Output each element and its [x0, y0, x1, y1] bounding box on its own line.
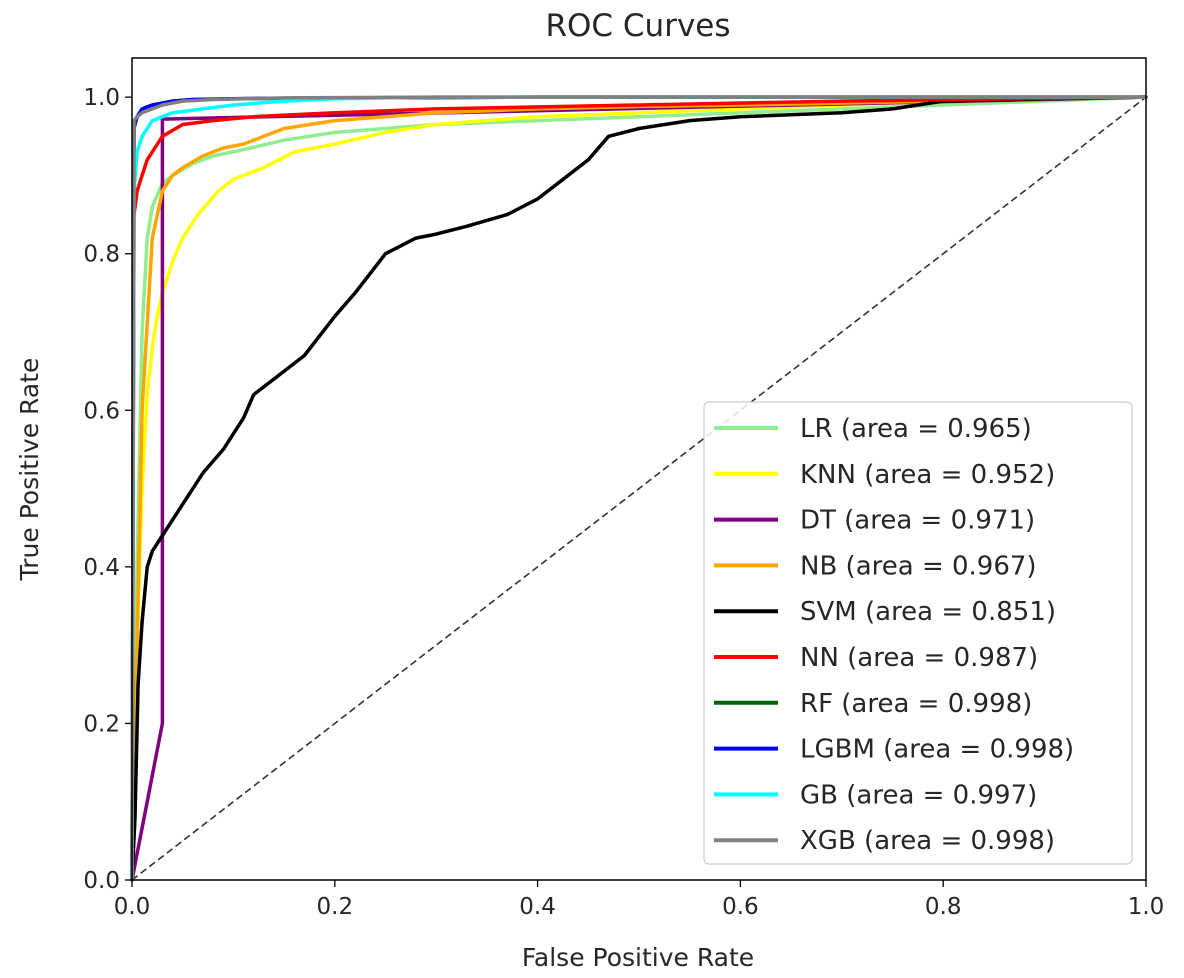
legend-label: RF (area = 0.998) [800, 689, 1032, 719]
plot-area [130, 95, 1148, 882]
x-tick-label: 0.4 [519, 894, 556, 920]
axes: 0.0 0.2 0.4 0.6 0.8 1.0 0.0 0.2 0.4 0.6 0.8 1.0 [83, 85, 1164, 920]
legend-label: NB (area = 0.967) [800, 551, 1037, 581]
x-axis-title: False Positive Rate [522, 943, 754, 972]
y-tick-label: 0.6 [83, 398, 120, 424]
chart-title: ROC Curves [545, 8, 730, 44]
legend-label: NN (area = 0.987) [800, 643, 1038, 673]
series-line-1 [130, 95, 1148, 882]
x-tick-label: 0.0 [114, 894, 151, 920]
series-line-4 [130, 95, 1148, 882]
legend-label: LR (area = 0.965) [800, 414, 1032, 444]
y-tick-label: 0.0 [83, 868, 120, 894]
x-tick-label: 1.0 [1128, 894, 1165, 920]
y-tick-label: 0.2 [83, 711, 120, 737]
x-tick-label: 0.6 [722, 894, 759, 920]
legend-label: XGB (area = 0.998) [800, 826, 1055, 856]
legend-label: SVM (area = 0.851) [800, 597, 1056, 627]
legend: LR (area = 0.965) KNN (area = 0.952) DT (a… [703, 401, 1133, 865]
y-tick-label: 1.0 [83, 85, 120, 111]
series-line-5 [130, 95, 1148, 882]
x-tick-label: 0.2 [317, 894, 354, 920]
legend-label: GB (area = 0.997) [800, 780, 1037, 810]
y-axis-title: True Positive Rate [15, 358, 44, 582]
legend-label: DT (area = 0.971) [800, 506, 1035, 536]
legend-label: KNN (area = 0.952) [800, 460, 1055, 490]
series-line-9 [130, 95, 1148, 882]
series-line-2 [130, 95, 1148, 882]
chance-line [131, 96, 1147, 881]
y-tick-label: 0.8 [83, 242, 120, 268]
legend-box [703, 401, 1133, 865]
plot-frame [131, 57, 1147, 881]
legend-label: LGBM (area = 0.998) [800, 735, 1074, 765]
x-tick-label: 0.8 [925, 894, 962, 920]
series-line-0 [130, 95, 1148, 882]
y-tick-label: 0.4 [83, 555, 120, 581]
